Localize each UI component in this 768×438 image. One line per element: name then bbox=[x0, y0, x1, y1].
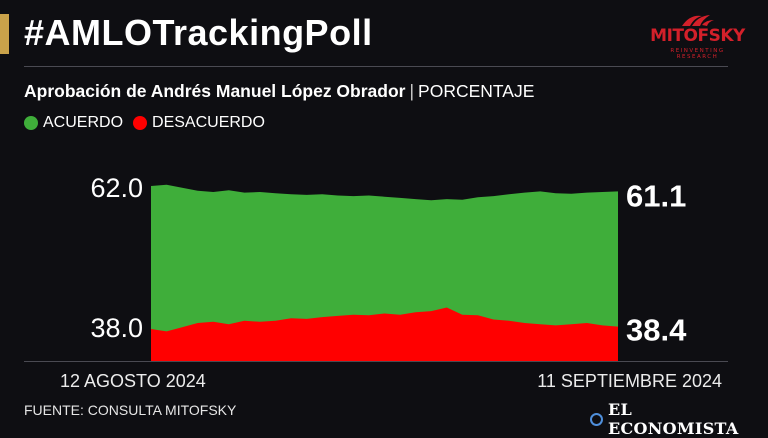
header-divider bbox=[24, 66, 728, 67]
series-area-desacuerdo bbox=[151, 307, 618, 362]
legend-label-desacuerdo: DESACUERDO bbox=[152, 114, 265, 131]
publisher-name: EL ECONOMISTA bbox=[607, 400, 739, 438]
logo-tagline: REINVENTING RESEARCH bbox=[670, 48, 725, 60]
start-label-desacuerdo: 38.0 bbox=[90, 313, 143, 343]
mitofsky-logo: MITOFSKY REINVENTING RESEARCH bbox=[650, 12, 745, 60]
x-start-label: 12 AGOSTO 2024 bbox=[60, 371, 206, 391]
legend: ACUERDO DESACUERDO bbox=[24, 114, 275, 132]
approval-chart: 62.0 38.0 61.1 38.4 bbox=[90, 173, 687, 362]
subtitle-separator: | bbox=[409, 81, 415, 101]
source-note: FUENTE: CONSULTA MITOFSKY bbox=[24, 402, 237, 418]
x-end-label: 11 SEPTIEMBRE 2024 bbox=[537, 371, 722, 391]
legend-item-acuerdo: ACUERDO bbox=[24, 114, 123, 132]
axis-divider bbox=[24, 361, 728, 362]
end-label-acuerdo: 61.1 bbox=[626, 178, 686, 213]
page-title: #AMLOTrackingPoll bbox=[24, 12, 373, 53]
subtitle-unit: PORCENTAJE bbox=[418, 81, 535, 101]
chart-subtitle: Aprobación de Andrés Manuel López Obrado… bbox=[24, 81, 534, 102]
publisher-logo: EL ECONOMISTA bbox=[590, 400, 768, 438]
legend-item-desacuerdo: DESACUERDO bbox=[133, 114, 265, 132]
accent-bar bbox=[0, 14, 9, 54]
subtitle-main: Aprobación de Andrés Manuel López Obrado… bbox=[24, 81, 406, 101]
end-label-desacuerdo: 38.4 bbox=[626, 313, 687, 348]
legend-swatch-desacuerdo bbox=[133, 116, 148, 130]
mitofsky-mark-icon bbox=[682, 15, 714, 26]
globe-icon bbox=[590, 412, 603, 426]
logo-text: MITOFSKY bbox=[650, 26, 745, 46]
legend-swatch-acuerdo bbox=[24, 116, 38, 130]
start-label-acuerdo: 62.0 bbox=[90, 173, 143, 203]
legend-label-acuerdo: ACUERDO bbox=[43, 114, 124, 131]
series-area-acuerdo bbox=[151, 184, 618, 362]
